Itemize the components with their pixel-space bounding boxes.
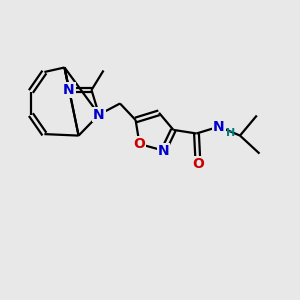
Text: H: H <box>226 128 235 138</box>
Text: N: N <box>213 120 225 134</box>
Text: N: N <box>63 83 75 97</box>
Text: N: N <box>158 144 169 158</box>
Text: O: O <box>134 137 146 151</box>
Text: N: N <box>93 108 105 122</box>
Text: O: O <box>192 157 204 170</box>
